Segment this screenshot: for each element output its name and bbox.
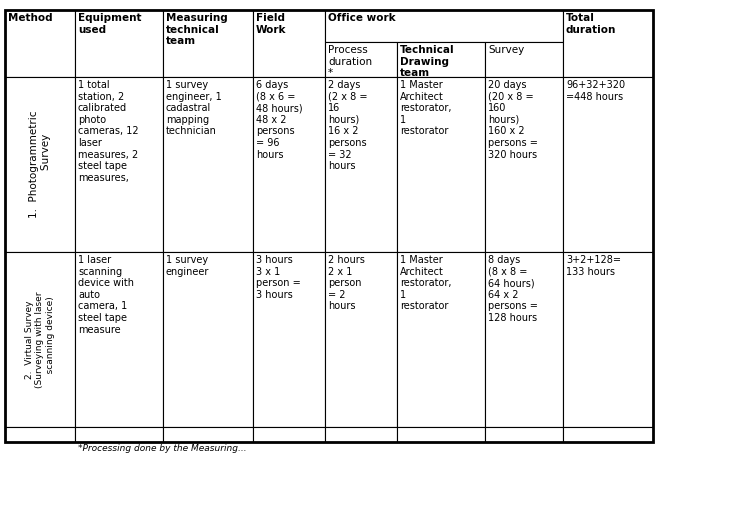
Bar xyxy=(397,77,485,252)
Bar xyxy=(75,77,163,252)
Text: Technical
Drawing
team: Technical Drawing team xyxy=(400,45,455,78)
Bar xyxy=(325,10,563,42)
Bar xyxy=(397,427,485,442)
Bar xyxy=(485,42,563,77)
Bar xyxy=(163,252,253,427)
Bar xyxy=(563,427,653,442)
Bar xyxy=(253,252,325,427)
Text: 2 hours
2 x 1
person
= 2
hours: 2 hours 2 x 1 person = 2 hours xyxy=(328,255,365,311)
Text: 1 total
station, 2
calibrated
photo
cameras, 12
laser
measures, 2
steel tape
mea: 1 total station, 2 calibrated photo came… xyxy=(78,80,139,183)
Text: 3 hours
3 x 1
person =
3 hours: 3 hours 3 x 1 person = 3 hours xyxy=(256,255,301,300)
Text: 1 survey
engineer, 1
cadastral
mapping
technician: 1 survey engineer, 1 cadastral mapping t… xyxy=(166,80,222,136)
Text: Field
Work: Field Work xyxy=(256,13,287,35)
Bar xyxy=(75,252,163,427)
Text: 3+2+128=
133 hours: 3+2+128= 133 hours xyxy=(566,255,621,277)
Bar xyxy=(75,427,163,442)
Bar xyxy=(5,252,75,427)
Text: Process
duration
*: Process duration * xyxy=(328,45,372,78)
Text: 1.  Photogrammetric
        Survey: 1. Photogrammetric Survey xyxy=(29,111,51,218)
Bar xyxy=(253,77,325,252)
Bar xyxy=(5,77,75,252)
Text: Survey: Survey xyxy=(488,45,524,55)
Bar xyxy=(563,10,653,77)
Bar xyxy=(253,10,325,77)
Text: Measuring
technical
team: Measuring technical team xyxy=(166,13,228,46)
Text: *Processing done by the Measuring...: *Processing done by the Measuring... xyxy=(78,444,247,453)
Bar xyxy=(485,427,563,442)
Text: 2 days
(2 x 8 =
16
hours)
16 x 2
persons
= 32
hours: 2 days (2 x 8 = 16 hours) 16 x 2 persons… xyxy=(328,80,368,171)
Bar xyxy=(485,77,563,252)
Bar xyxy=(325,252,397,427)
Bar xyxy=(485,252,563,427)
Text: Equipment
used: Equipment used xyxy=(78,13,142,35)
Bar xyxy=(325,427,397,442)
Text: 96+32+320
=448 hours: 96+32+320 =448 hours xyxy=(566,80,625,102)
Bar xyxy=(163,427,253,442)
Bar xyxy=(397,252,485,427)
Bar xyxy=(5,427,75,442)
Text: 20 days
(20 x 8 =
160
hours)
160 x 2
persons =
320 hours: 20 days (20 x 8 = 160 hours) 160 x 2 per… xyxy=(488,80,538,160)
Text: 2.  Virtual Survey
(Surveying with laser
   scanning device): 2. Virtual Survey (Surveying with laser … xyxy=(25,291,55,388)
Text: 1 survey
engineer: 1 survey engineer xyxy=(166,255,209,277)
Bar xyxy=(563,252,653,427)
Text: Total
duration: Total duration xyxy=(566,13,616,35)
Text: Method: Method xyxy=(8,13,52,23)
Bar xyxy=(5,10,653,442)
Bar xyxy=(253,427,325,442)
Text: 1 laser
scanning
device with
auto
camera, 1
steel tape
measure: 1 laser scanning device with auto camera… xyxy=(78,255,134,335)
Bar xyxy=(325,42,397,77)
Text: 1 Master
Architect
restorator,
1
restorator: 1 Master Architect restorator, 1 restora… xyxy=(400,80,452,136)
Bar xyxy=(397,42,485,77)
Text: 1 Master
Architect
restorator,
1
restorator: 1 Master Architect restorator, 1 restora… xyxy=(400,255,452,311)
Bar xyxy=(163,77,253,252)
Bar xyxy=(325,77,397,252)
Bar xyxy=(563,77,653,252)
Text: Office work: Office work xyxy=(328,13,396,23)
Text: 8 days
(8 x 8 =
64 hours)
64 x 2
persons =
128 hours: 8 days (8 x 8 = 64 hours) 64 x 2 persons… xyxy=(488,255,538,323)
Text: 6 days
(8 x 6 =
48 hours)
48 x 2
persons
= 96
hours: 6 days (8 x 6 = 48 hours) 48 x 2 persons… xyxy=(256,80,303,160)
Bar xyxy=(5,10,75,77)
Bar xyxy=(163,10,253,77)
Bar xyxy=(75,10,163,77)
